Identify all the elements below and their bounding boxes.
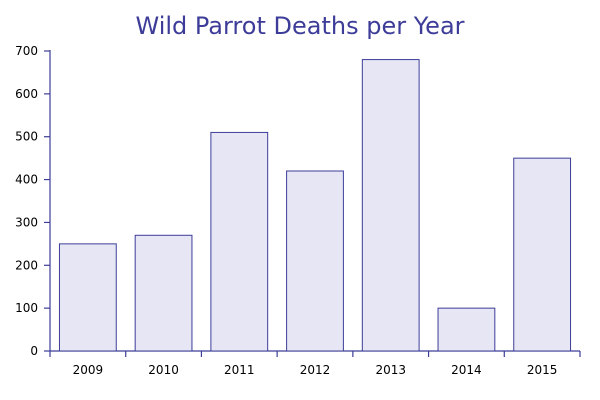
y-tick-label: 200 bbox=[15, 258, 38, 272]
y-tick-label: 0 bbox=[30, 344, 38, 358]
y-tick-label: 100 bbox=[15, 301, 38, 315]
bar-2012 bbox=[286, 170, 344, 352]
bar-2011 bbox=[210, 131, 269, 352]
bar-2013 bbox=[361, 59, 420, 352]
x-tick-label-2010: 2010 bbox=[148, 363, 179, 377]
x-tick-label-2014: 2014 bbox=[451, 363, 482, 377]
bars bbox=[58, 59, 572, 352]
y-tick-label: 300 bbox=[15, 215, 38, 229]
x-tick-label-2009: 2009 bbox=[73, 363, 104, 377]
x-tick-label-2012: 2012 bbox=[300, 363, 331, 377]
bar-2014 bbox=[437, 307, 496, 352]
x-tick-label-2013: 2013 bbox=[375, 363, 406, 377]
y-axis: 0 100 200 300 400 500 600 700 bbox=[15, 44, 51, 358]
bar-2010 bbox=[134, 234, 193, 352]
x-tick-label-2011: 2011 bbox=[224, 363, 255, 377]
chart-title: Wild Parrot Deaths per Year bbox=[135, 12, 464, 40]
bar-2015 bbox=[513, 157, 572, 352]
y-tick-label: 400 bbox=[15, 173, 38, 187]
y-tick-label: 700 bbox=[15, 44, 38, 58]
x-axis: 2009 2010 2011 2012 2013 2014 2015 bbox=[49, 350, 581, 377]
y-tick-label: 500 bbox=[15, 130, 38, 144]
y-tick-label: 600 bbox=[15, 87, 38, 101]
bar-2009 bbox=[58, 243, 117, 352]
x-tick-label-2015: 2015 bbox=[527, 363, 558, 377]
